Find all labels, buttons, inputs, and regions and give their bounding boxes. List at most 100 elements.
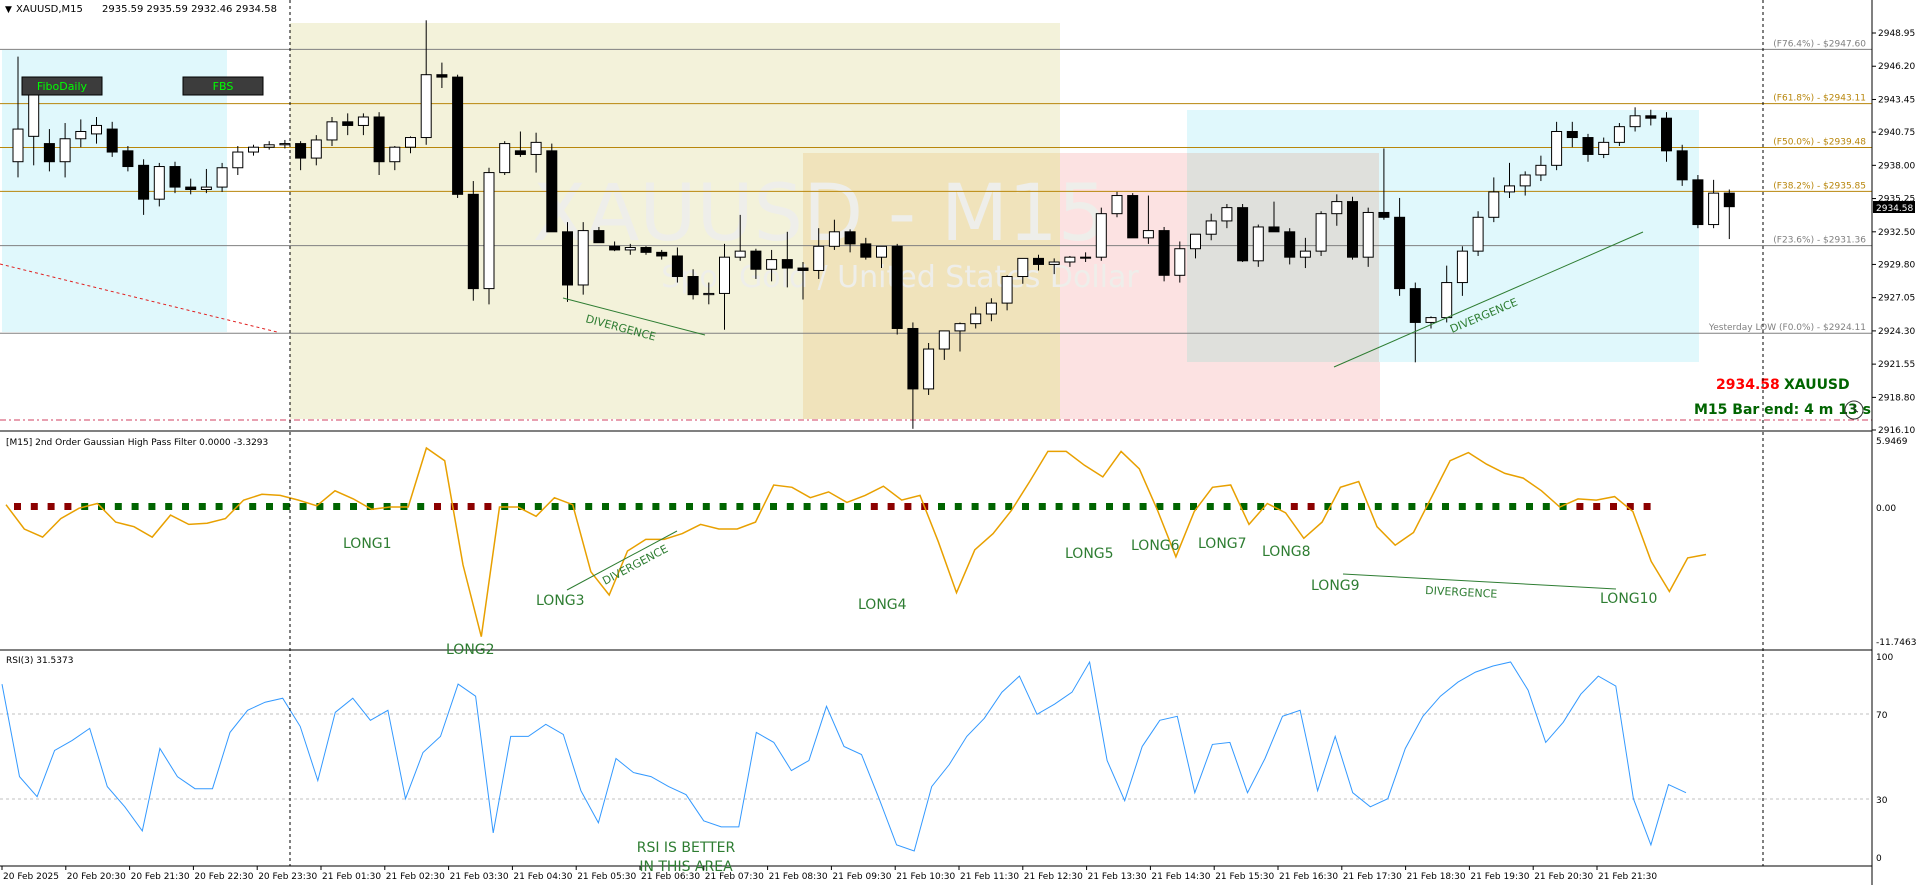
candle <box>656 249 668 260</box>
candle-body <box>326 121 338 141</box>
long-label-2: LONG2 <box>446 642 495 658</box>
signal-dot <box>450 503 458 510</box>
signal-dot <box>434 503 441 510</box>
candle-body <box>1645 115 1657 119</box>
candle-body <box>593 230 605 244</box>
candle <box>1629 107 1641 132</box>
candle <box>1425 316 1437 329</box>
time-tick-label: 21 Feb 01:30 <box>322 872 381 882</box>
signal-dot <box>266 503 273 510</box>
candle <box>200 168 212 194</box>
fbs-button-label: FBS <box>213 80 234 93</box>
signal-dot <box>417 503 425 510</box>
signal-dot <box>686 503 693 510</box>
candle <box>216 162 228 192</box>
signal-dot <box>114 503 122 510</box>
signal-dot <box>232 503 240 510</box>
candle-body <box>452 76 464 195</box>
price-tick-label: 2932.50 <box>1878 228 1915 238</box>
signal-dot <box>1139 503 1147 510</box>
candle-body <box>1629 115 1641 128</box>
signal-dot <box>938 503 945 510</box>
candle-body <box>1566 130 1578 139</box>
clock-icon <box>1844 400 1864 420</box>
long-label-7: LONG7 <box>1198 536 1247 552</box>
signal-dot <box>1156 503 1164 510</box>
candle-body <box>734 250 746 258</box>
time-tick-label: 21 Feb 15:30 <box>1215 872 1274 882</box>
candle-body <box>1205 220 1217 235</box>
candle-body <box>750 250 762 270</box>
candle-body <box>1347 201 1358 258</box>
candle <box>1268 201 1280 233</box>
candle <box>1645 109 1657 126</box>
candle-body <box>232 151 244 169</box>
candle-body <box>1676 150 1688 181</box>
candle <box>766 249 778 282</box>
candle <box>106 121 118 157</box>
candle-body <box>122 150 134 168</box>
signal-dot <box>904 503 912 510</box>
price-tick-label: 2943.45 <box>1878 95 1915 105</box>
time-tick-label: 21 Feb 04:30 <box>513 872 572 882</box>
signal-dot <box>837 503 845 510</box>
candle <box>1582 133 1594 162</box>
candle <box>1598 137 1610 159</box>
time-tick-label: 21 Feb 20:30 <box>1534 872 1593 882</box>
candle <box>1174 241 1186 283</box>
candle-body <box>106 128 118 153</box>
candle <box>1048 258 1060 275</box>
filter-title: [M15] 2nd Order Gaussian High Pass Filte… <box>6 438 268 448</box>
candle <box>373 112 385 176</box>
candle <box>1252 224 1264 267</box>
signal-dot <box>165 503 173 510</box>
candle-body <box>1095 213 1107 258</box>
signal-dot <box>1106 503 1113 510</box>
candle-body <box>1425 317 1437 323</box>
candle <box>781 231 793 288</box>
signal-dot <box>1055 503 1063 510</box>
signal-dot <box>585 503 593 510</box>
candle-body <box>891 245 903 329</box>
signal-dot <box>1324 503 1332 510</box>
candle-body <box>1708 192 1720 226</box>
price-tick-label: 2946.20 <box>1878 62 1915 72</box>
candle <box>75 119 87 148</box>
filter-panel: [M15] 2nd Order Gaussian High Pass Filte… <box>5 437 1916 658</box>
candle <box>389 145 401 171</box>
candle-body <box>185 186 197 191</box>
candle <box>1551 121 1563 171</box>
bar-end-timer: M15 Bar end: 4 m 13 s <box>1694 402 1871 418</box>
candle <box>1676 144 1688 186</box>
signal-dot <box>1089 503 1097 510</box>
candle <box>1001 275 1013 311</box>
signal-dot <box>1358 503 1365 510</box>
candle <box>1362 207 1374 267</box>
signal-dot <box>1610 503 1617 510</box>
candle-body <box>1535 164 1547 176</box>
candle-body <box>1158 230 1170 276</box>
signal-dot <box>1425 503 1433 510</box>
divergence-line-2 <box>1333 231 1644 368</box>
current-price-marker: 2934.58 <box>1873 201 1915 214</box>
candle <box>91 116 102 144</box>
fibodaily-button[interactable]: FiboDaily <box>21 76 103 96</box>
candle <box>467 181 479 301</box>
candle-body <box>938 330 950 350</box>
fbs-button[interactable]: FBS <box>182 76 264 96</box>
candle <box>1017 257 1029 284</box>
signal-dot <box>736 503 744 510</box>
candle-body <box>499 143 511 174</box>
candle-body <box>1033 257 1044 265</box>
price-tick-label: 2927.05 <box>1878 294 1915 304</box>
candle <box>248 144 259 156</box>
candles <box>12 20 1735 429</box>
candle <box>1692 175 1704 229</box>
filter-line <box>5 446 1707 637</box>
candle-body <box>860 243 872 258</box>
signal-dot <box>1626 503 1634 510</box>
signal-dot <box>669 503 677 510</box>
candle <box>1221 204 1233 229</box>
rsi-tick-70: 70 <box>1876 711 1888 721</box>
candle-body <box>483 172 495 290</box>
